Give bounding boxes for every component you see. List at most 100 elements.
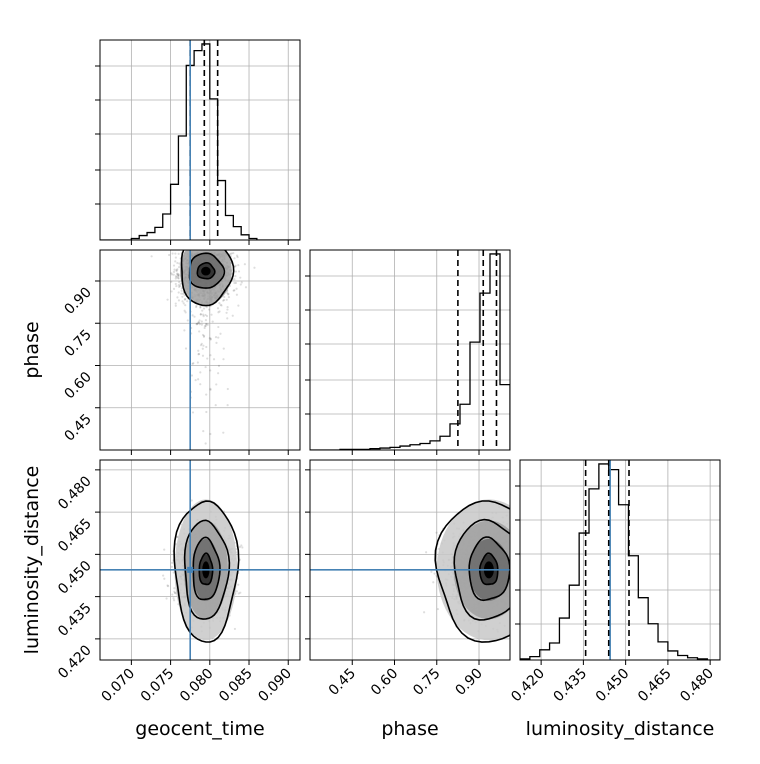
sample-point [170,272,172,274]
sample-point [433,573,435,575]
sample-point [226,299,228,301]
sample-point [423,611,425,613]
sample-point [171,290,173,292]
sample-point [253,267,255,269]
sample-point [187,319,189,321]
sample-point [200,344,202,346]
sample-point [205,346,207,348]
sample-point [233,290,235,292]
sample-point [213,358,215,360]
sample-point [192,314,194,316]
sample-point [166,584,168,586]
sample-point [176,262,178,264]
sample-point [199,306,201,308]
sample-point [239,277,241,279]
sample-point [175,275,177,277]
truth-marker [187,567,193,573]
sample-point [195,379,197,381]
sample-point [233,278,235,280]
sample-point [171,252,173,254]
sample-point [236,294,238,296]
sample-point [177,274,179,276]
sample-point [245,286,247,288]
sample-point [185,311,187,313]
sample-point [209,354,211,356]
sample-point [197,361,199,363]
sample-point [191,374,193,376]
sample-point [175,256,177,258]
sample-point [172,597,174,599]
sample-point [180,293,182,295]
sample-point [175,302,177,304]
sample-point [171,593,173,595]
sample-point [234,628,236,630]
sample-point [168,254,170,256]
sample-point [204,327,206,329]
sample-point [217,336,219,338]
sample-point [220,304,222,306]
sample-point [215,404,217,406]
sample-point [181,296,183,298]
sample-point [217,372,219,374]
sample-point [215,342,217,344]
sample-point [178,291,180,293]
sample-point [208,308,210,310]
sample-point [237,264,239,266]
sample-point [171,566,173,568]
sample-point [183,329,185,331]
sample-point [241,546,243,548]
sample-point [235,270,237,272]
sample-point [223,348,225,350]
sample-point [240,283,242,285]
density-peak [201,267,210,276]
sample-point [200,313,202,315]
sample-point [178,262,180,264]
sample-point [209,337,211,339]
sample-point [165,597,167,599]
sample-point [231,252,233,254]
sample-point [173,288,175,290]
sample-point [226,317,228,319]
sample-point [234,275,236,277]
sample-point [227,293,229,295]
sample-point [179,285,181,287]
sample-point [175,305,177,307]
sample-point [209,389,211,391]
sample-point [235,288,237,290]
sample-point [173,269,175,271]
sample-point [223,299,225,301]
sample-point [197,350,199,352]
sample-point [205,319,207,321]
sample-point [175,285,177,287]
sample-point [201,320,203,322]
sample-point [174,260,176,262]
sample-point [163,578,165,580]
sample-point [236,256,238,258]
sample-point [202,345,204,347]
sample-point [226,306,228,308]
sample-point [238,592,240,594]
sample-point [166,299,168,301]
sample-point [196,323,198,325]
sample-point [199,371,201,373]
sample-point [202,348,204,350]
sample-point [185,347,187,349]
sample-point [239,546,241,548]
sample-point [218,302,220,304]
sample-point [191,499,193,501]
sample-point [181,300,183,302]
sample-point [205,323,207,325]
sample-point [181,290,183,292]
sample-point [233,257,235,259]
sample-point [206,357,208,359]
sample-point [173,599,175,601]
sample-point [162,574,164,576]
sample-point [175,283,177,285]
sample-point [209,433,211,435]
sample-point [205,393,207,395]
sample-point [202,355,204,357]
sample-point [225,312,227,314]
sample-point [174,253,176,255]
